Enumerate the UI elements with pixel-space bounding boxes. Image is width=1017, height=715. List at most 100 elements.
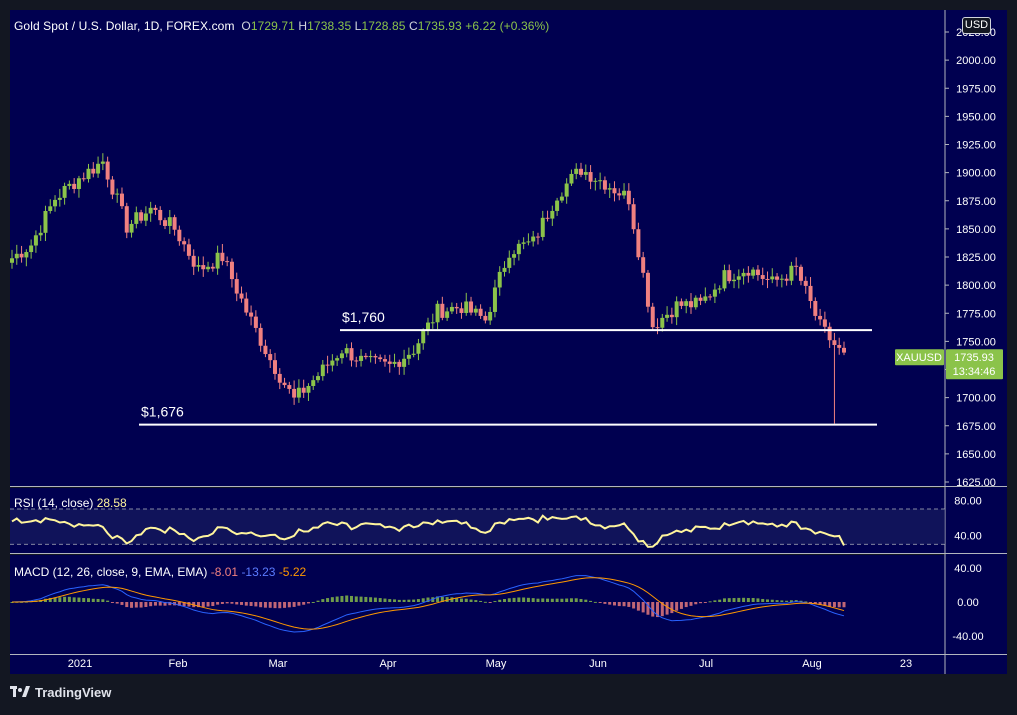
- candle-body: [158, 209, 163, 221]
- candle-body: [708, 296, 713, 298]
- chart-legend: Gold Spot / U.S. Dollar, 1D, FOREX.com O…: [14, 19, 549, 33]
- macd-histogram-bar: [96, 598, 100, 602]
- candle-body: [186, 244, 191, 256]
- tradingview-brand[interactable]: TradingView: [10, 684, 111, 700]
- candle-body: [588, 172, 593, 182]
- macd-histogram-bar: [785, 600, 789, 602]
- macd-histogram-bar: [369, 597, 373, 602]
- macd-tick-label: 0.00: [957, 597, 978, 609]
- candle-body: [363, 355, 368, 358]
- rsi-value: 28.58: [96, 496, 127, 510]
- open-label: O: [241, 19, 251, 33]
- macd-histogram-bar: [459, 598, 463, 602]
- macd-histogram-bar: [306, 602, 310, 604]
- price-tick-label: 1775.00: [956, 308, 996, 320]
- macd-histogram-bar: [651, 602, 655, 617]
- rsi-tick-label: 40.00: [954, 530, 982, 542]
- macd-histogram-bar: [828, 602, 832, 607]
- time-tick-label: Jun: [589, 658, 607, 670]
- candle-body: [775, 276, 780, 280]
- macd-histogram-bar: [87, 598, 91, 602]
- macd-line-value: -13.23: [241, 565, 276, 579]
- candle-body: [225, 261, 230, 263]
- candle-body: [698, 297, 703, 301]
- price-tick-label: 1650.00: [956, 449, 996, 461]
- macd-histogram-bar: [689, 602, 693, 606]
- macd-histogram-bar: [718, 599, 722, 602]
- candle-body: [669, 314, 674, 318]
- candle-body: [182, 241, 187, 245]
- candle-body: [258, 327, 263, 346]
- macd-histogram-bar: [780, 600, 784, 602]
- candle-body: [277, 373, 282, 383]
- candle-body: [48, 206, 53, 211]
- candle-body: [650, 306, 655, 328]
- macd-histogram-bar: [646, 602, 650, 615]
- macd-histogram-bar: [292, 602, 296, 607]
- macd-histogram-bar: [799, 600, 803, 602]
- macd-histogram-bar: [240, 602, 244, 605]
- candle-body: [196, 265, 201, 267]
- candle-body: [354, 360, 359, 362]
- candle-body: [564, 183, 569, 197]
- candle-body: [521, 242, 526, 244]
- candle-body: [822, 319, 827, 327]
- candle-body: [540, 217, 545, 237]
- macd-histogram-bar: [359, 596, 363, 602]
- time-tick-label: Mar: [269, 658, 288, 670]
- candle-body: [755, 269, 760, 276]
- macd-histogram-bar: [283, 602, 287, 608]
- macd-histogram-bar: [48, 597, 52, 602]
- macd-signal-value: -5.22: [278, 565, 307, 579]
- macd-histogram-bar: [498, 599, 502, 602]
- price-tick-label: 1750.00: [956, 336, 996, 348]
- candle-body: [631, 204, 636, 230]
- macd-histogram-bar: [813, 602, 817, 605]
- candle-body: [497, 271, 502, 288]
- candle-body: [492, 287, 497, 312]
- price-panel[interactable]: [10, 10, 945, 486]
- candle-body: [316, 376, 321, 381]
- macd-histogram-bar: [522, 597, 526, 602]
- macd-histogram-bar: [627, 602, 631, 607]
- macd-histogram-bar: [512, 597, 516, 602]
- macd-histogram-bar: [63, 596, 67, 602]
- last-price-tag: [946, 349, 1003, 380]
- macd-histogram-bar: [254, 602, 258, 607]
- macd-histogram-bar: [311, 601, 315, 603]
- rsi-band-fill: [10, 509, 945, 545]
- candle-body: [827, 326, 832, 341]
- macd-histogram-bar: [144, 602, 148, 607]
- candle-body: [177, 229, 182, 242]
- macd-histogram-bar: [110, 602, 114, 603]
- candle-body: [172, 217, 177, 230]
- candle-body: [526, 241, 531, 243]
- time-tick-label: 2021: [68, 658, 92, 670]
- macd-histogram-bar: [727, 598, 731, 602]
- candle-body: [325, 364, 330, 366]
- candle-body: [574, 168, 579, 174]
- candle-body: [832, 340, 837, 346]
- macd-histogram-bar: [794, 600, 798, 602]
- candle-body: [507, 257, 512, 268]
- macd-histogram-bar: [703, 602, 707, 603]
- macd-histogram-bar: [273, 602, 277, 609]
- candle-body: [483, 315, 488, 321]
- macd-histogram-bar: [125, 602, 129, 608]
- macd-histogram-bar: [507, 598, 511, 602]
- macd-histogram-bar: [742, 597, 746, 602]
- candle-body: [617, 193, 622, 196]
- macd-histogram-bar: [67, 596, 71, 602]
- macd-histogram-bar: [722, 598, 726, 602]
- candle-body: [239, 293, 244, 299]
- candle-body: [72, 183, 77, 189]
- low-label: L: [354, 19, 362, 33]
- candle-body: [406, 354, 411, 359]
- candle-body: [445, 311, 450, 318]
- macd-histogram-bar: [211, 602, 215, 606]
- macd-histogram-bar: [574, 598, 578, 602]
- candle-body: [579, 168, 584, 175]
- currency-button[interactable]: USD: [962, 17, 991, 34]
